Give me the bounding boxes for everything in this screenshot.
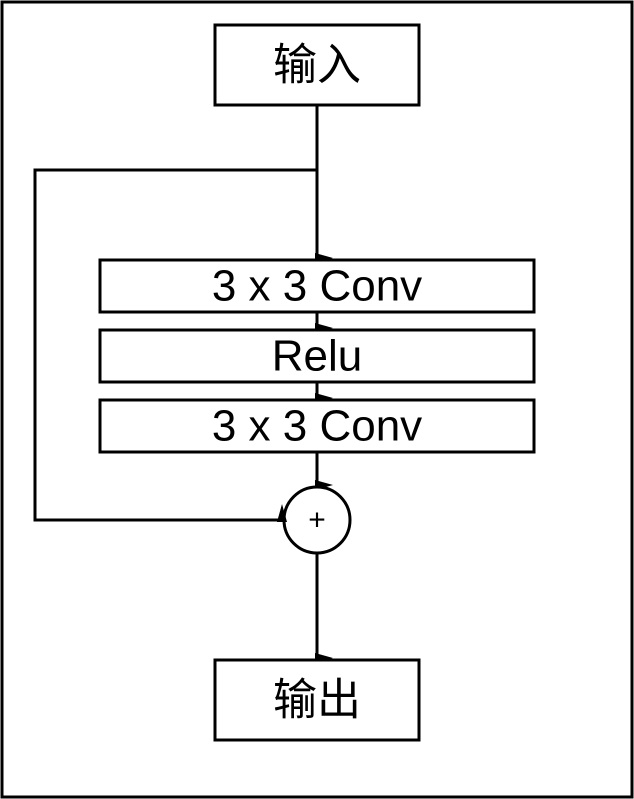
label-conv2: 3 x 3 Conv — [212, 402, 422, 451]
node-conv2: 3 x 3 Conv — [100, 400, 534, 452]
label-conv1: 3 x 3 Conv — [212, 262, 422, 311]
node-output: 输出 — [215, 660, 419, 740]
label-add: + — [308, 504, 326, 537]
node-conv1: 3 x 3 Conv — [100, 260, 534, 312]
label-input: 输入 — [273, 41, 361, 90]
label-relu: Relu — [272, 332, 363, 381]
label-output: 输出 — [273, 676, 361, 725]
node-relu: Relu — [100, 330, 534, 382]
node-input: 输入 — [215, 25, 419, 105]
node-add: + — [284, 487, 350, 553]
